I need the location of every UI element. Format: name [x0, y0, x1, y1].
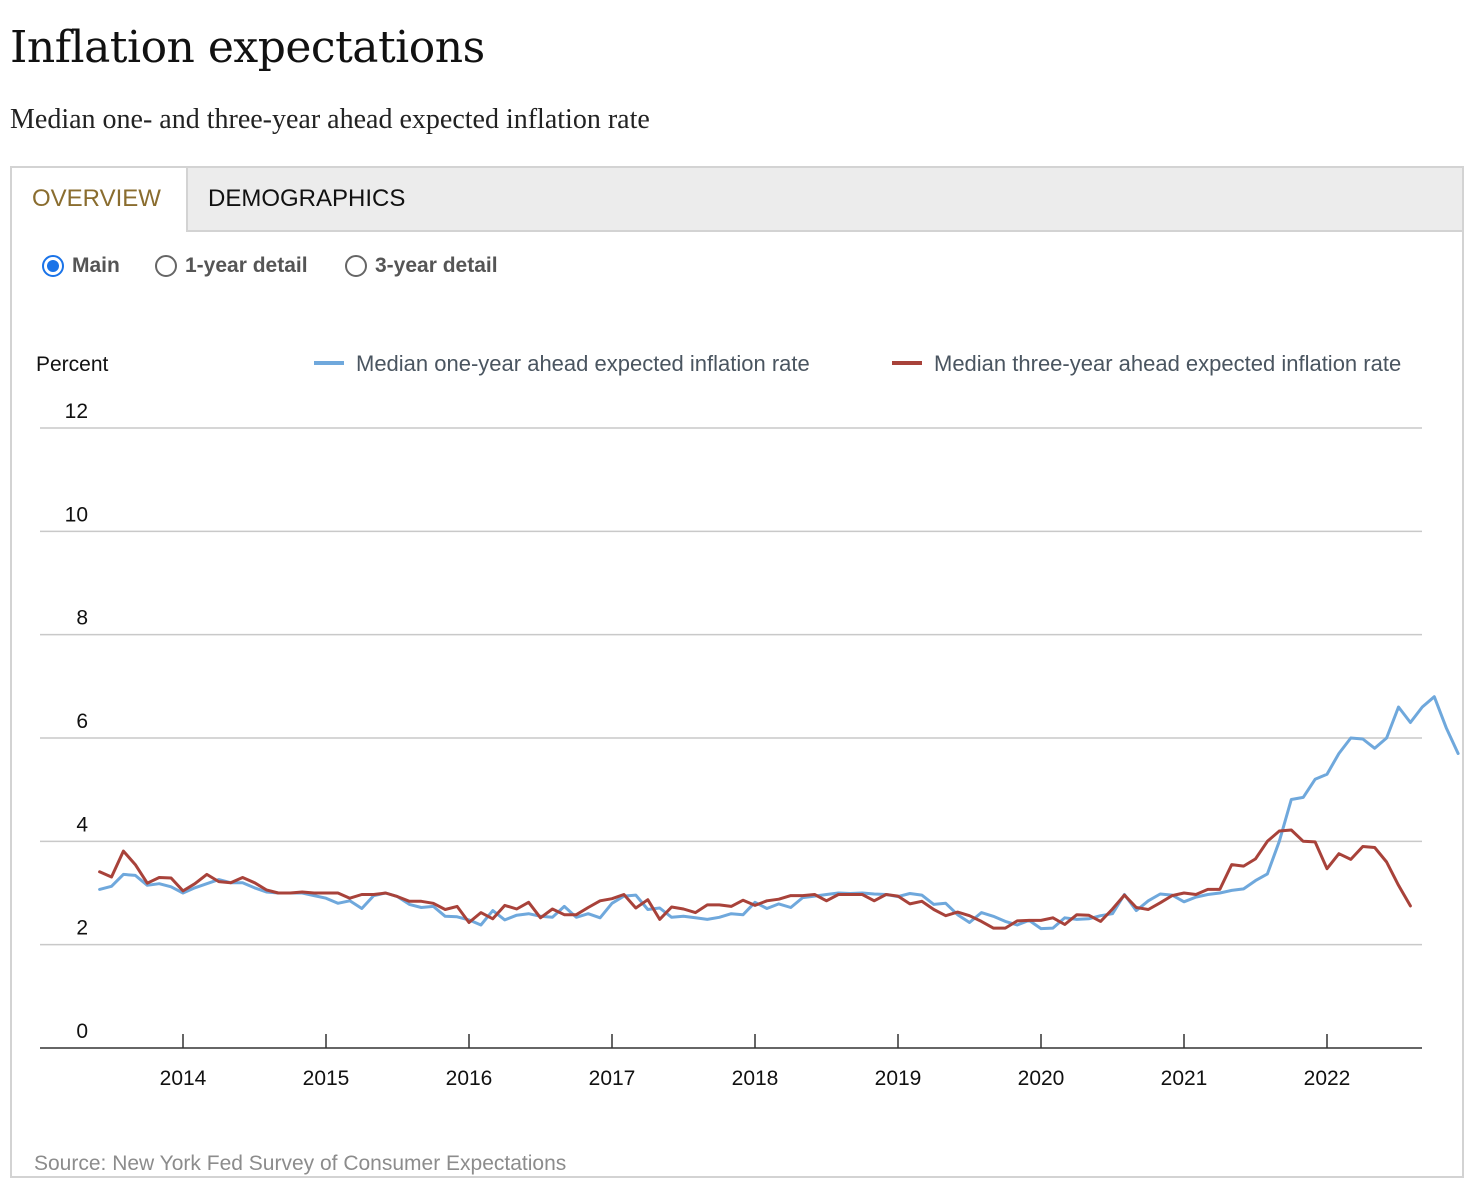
legend: Median one-year ahead expected inflation…: [314, 351, 1401, 376]
y-axis-title: Percent: [36, 353, 109, 376]
x-tick-label: 2017: [589, 1067, 636, 1090]
legend-label-one-year: Median one-year ahead expected inflation…: [356, 351, 810, 376]
radio-unchecked-icon: [155, 255, 177, 277]
y-tick-label: 8: [76, 607, 88, 630]
radio-3-year-detail-label: 3-year detail: [375, 254, 498, 277]
page-subtitle: Median one- and three-year ahead expecte…: [10, 104, 650, 135]
series-lines: [98, 695, 1460, 931]
x-tick-label: 2015: [303, 1067, 350, 1090]
y-tick-label: 10: [65, 503, 88, 526]
x-tick-label: 2020: [1018, 1067, 1065, 1090]
y-tick-label: 0: [76, 1020, 88, 1043]
y-tick-label: 12: [65, 400, 88, 423]
chart-panel: OVERVIEW DEMOGRAPHICS Main 1-year detail…: [10, 166, 1464, 1178]
y-tick-label: 2: [76, 917, 88, 940]
radio-main[interactable]: Main: [42, 254, 120, 278]
x-tick-label: 2018: [732, 1067, 779, 1090]
x-tick-label: 2016: [446, 1067, 493, 1090]
y-tick-label: 4: [76, 813, 88, 836]
y-axis: 0 2 4 6 8 10 12: [65, 400, 89, 1043]
series-line-one-year: [98, 695, 1460, 931]
tab-demographics[interactable]: DEMOGRAPHICS: [208, 185, 406, 212]
radio-3-year-detail[interactable]: 3-year detail: [345, 254, 498, 278]
y-tick-label: 6: [76, 710, 88, 733]
gridlines: [40, 427, 1422, 946]
radio-1-year-detail-label: 1-year detail: [185, 254, 308, 277]
radio-main-label: Main: [72, 254, 120, 277]
tab-bar: OVERVIEW DEMOGRAPHICS: [12, 168, 1462, 232]
x-tick-label: 2019: [875, 1067, 922, 1090]
page-title: Inflation expectations: [10, 22, 485, 73]
x-axis: 2014 2015 2016 2017 2018 2019 2020 2021 2022: [40, 1034, 1422, 1090]
source-note: Source: New York Fed Survey of Consumer …: [34, 1152, 567, 1175]
x-tick-label: 2022: [1304, 1067, 1351, 1090]
series-line-three-year: [98, 828, 1412, 930]
radio-1-year-detail[interactable]: 1-year detail: [155, 254, 308, 278]
tab-overview[interactable]: OVERVIEW: [12, 168, 188, 232]
x-tick-label: 2021: [1161, 1067, 1208, 1090]
radio-checked-icon: [42, 255, 64, 277]
radio-unchecked-icon: [345, 255, 367, 277]
legend-label-three-year: Median three-year ahead expected inflati…: [934, 351, 1401, 376]
x-tick-label: 2014: [160, 1067, 207, 1090]
